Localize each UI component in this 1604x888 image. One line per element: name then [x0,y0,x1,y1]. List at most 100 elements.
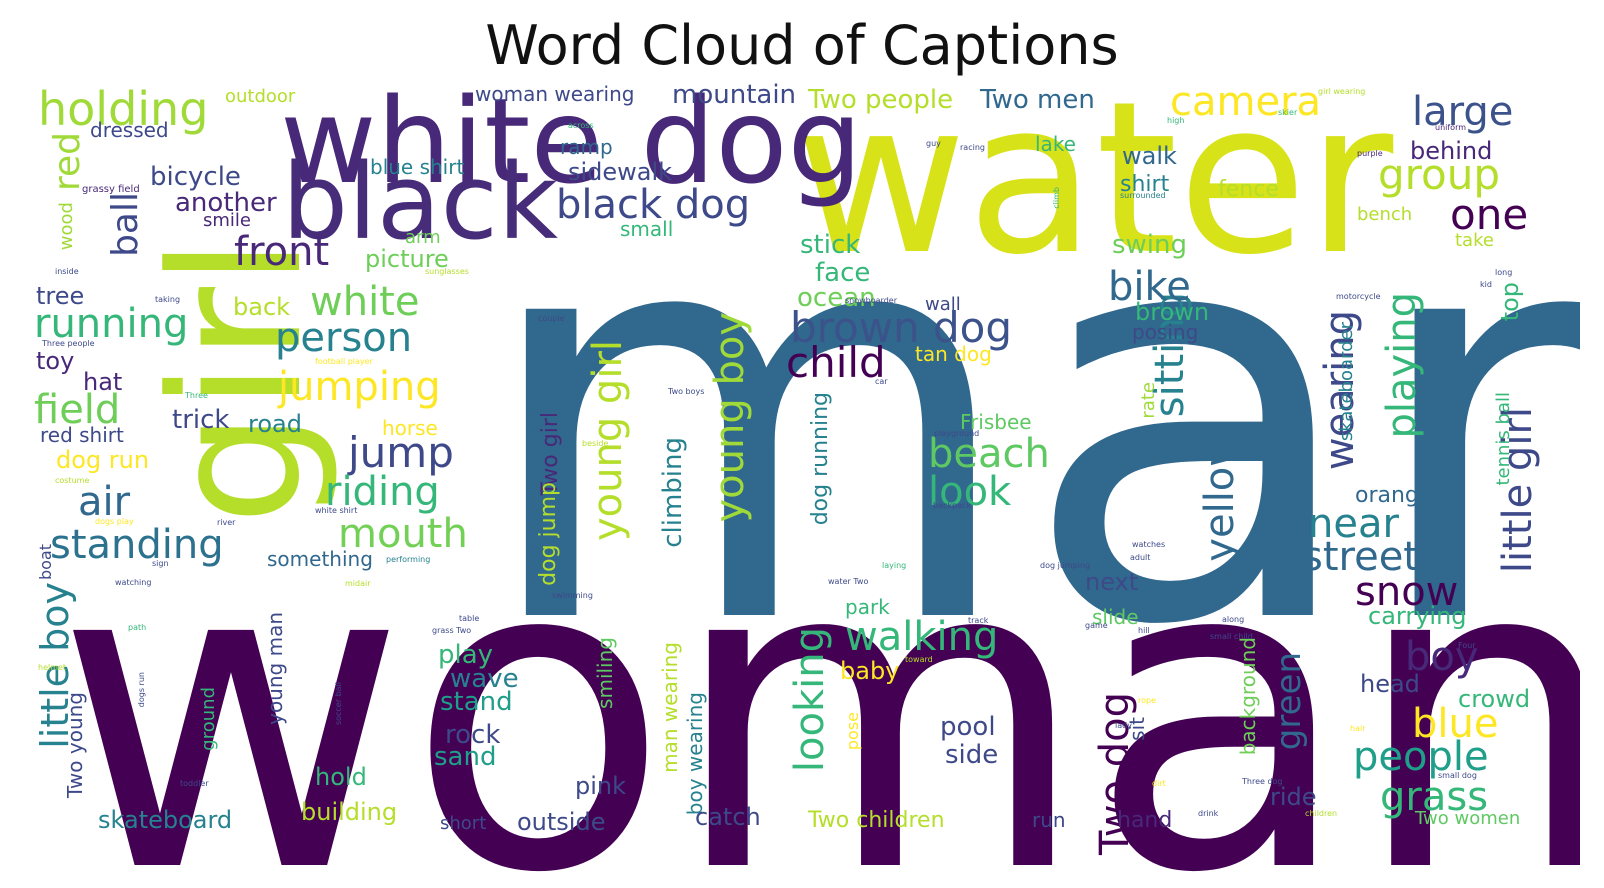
cloud-word: purple [1357,149,1383,158]
cloud-word: boy [1405,634,1479,680]
cloud-word: ocean [797,283,876,313]
cloud-word: front [234,229,330,275]
cloud-word: climb [1052,187,1061,209]
cloud-word: ramp [560,135,613,159]
cloud-word: child [786,338,886,387]
cloud-word: run [1032,808,1066,832]
cloud-word: one [1450,190,1529,239]
cloud-word: Three dog [1242,777,1283,786]
cloud-word: behind [1410,137,1493,165]
cloud-word: building [301,798,398,826]
cloud-word: swing [1112,230,1188,260]
cloud-word: motorcycle [1336,292,1381,301]
cloud-word: watches [1132,540,1166,549]
cloud-word: football player [315,357,373,366]
cloud-word: next [1085,568,1139,596]
cloud-word: pose [843,712,862,751]
cloud-word: slide [1092,605,1139,629]
cloud-word: dog jumping [1040,561,1091,570]
cloud-word: smiling [593,637,617,709]
cloud-word: high [1167,116,1185,125]
cloud-word: tennis ball [1493,392,1514,486]
cloud-word: couple [538,314,565,323]
cloud-word: pink [575,772,627,800]
cloud-word: playground [934,429,980,438]
cloud-word: Two people [808,85,954,115]
cloud-word: blue [1412,701,1499,747]
cloud-word: white [310,279,420,325]
cloud-word: backpack [933,501,972,510]
cloud-word: bench [1357,204,1413,225]
cloud-word: helmet [38,663,67,672]
cloud-word: jumping [278,364,441,410]
cloud-word: rope [1138,696,1157,705]
cloud-word: dog run [56,446,150,474]
cloud-word: background [1236,637,1260,756]
cloud-word: watching [115,578,152,587]
cloud-word: dogs play [95,517,134,526]
cloud-word: Two children [808,808,945,833]
cloud-word: swimming [552,591,593,600]
cloud-word: camera [1170,82,1322,125]
cloud-word: baby [840,657,900,685]
cloud-word: looking [787,627,833,773]
cloud-word: skateboard [98,806,233,834]
cloud-word: standing [50,522,224,568]
cloud-word: sign [152,559,169,568]
cloud-word: bike [1108,264,1191,310]
cloud-word: stand [440,687,513,717]
cloud-word: snow [1355,569,1459,615]
cloud-word: performing [386,555,431,564]
cloud-word: look [928,469,1012,515]
cloud-word: walking [845,614,999,660]
cloud-word: sand [434,742,497,772]
cloud-word: blue shirt [370,155,465,179]
cloud-word: drink [1198,809,1219,818]
cloud-word: inside [55,267,79,276]
cloud-word: fence [1218,177,1279,202]
cloud-word: grass [1380,774,1489,820]
cloud-word: orange [1355,483,1433,508]
cloud-word: hold [315,763,367,791]
cloud-word: grassy field [82,184,140,195]
cloud-word: person [275,315,413,361]
cloud-word: rock [445,720,501,750]
cloud-word: game [1085,621,1108,630]
cloud-word: mouth [338,511,468,557]
cloud-word: road [248,410,302,438]
cloud-word: outdoor [225,86,296,107]
cloud-word: boat [36,544,55,581]
cloud-word: red [47,132,88,192]
cloud-word: woman [55,467,1580,872]
word-cloud: man woman water girl white dog black holding ca… [20,82,1580,872]
cloud-word: across [568,121,594,130]
cloud-word: dressed [90,118,169,142]
cloud-word: short [440,813,487,834]
cloud-word: crowd [1458,685,1531,713]
cloud-word: bicycle [150,162,241,192]
cloud-word: outside [517,808,606,836]
cloud-word: sunglasses [425,267,469,276]
cloud-word: dogs run [137,672,146,708]
cloud-word: climbing [658,437,688,548]
cloud-word: small child [1210,632,1253,641]
cloud-word: posing [1132,320,1199,344]
cloud-word: carrying [1368,602,1467,630]
cloud-word: wall [925,294,961,315]
cloud-word: something [267,547,373,571]
cloud-word: hand [1117,808,1173,833]
cloud-word: Two men [980,85,1095,115]
cloud-word: smile [203,210,251,231]
cloud-word: group [1378,150,1500,199]
cloud-word: wood [56,202,77,251]
cloud-word: green [1269,652,1309,751]
cloud-word: head [1360,670,1420,698]
cloud-word: small [620,217,674,241]
cloud-word: field [34,387,121,433]
cloud-word: horse [382,416,438,440]
cloud-word: holding [38,82,209,136]
cloud-word: take [1455,230,1494,251]
cloud-word: woman wearing [475,82,635,106]
cloud-word: ball [105,192,146,257]
cloud-word: skier [1278,108,1298,117]
